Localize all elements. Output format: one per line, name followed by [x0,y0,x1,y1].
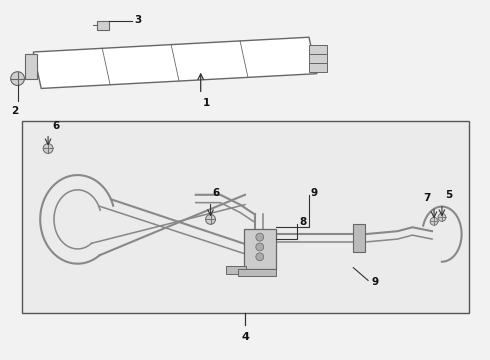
Bar [309,45,327,54]
Circle shape [438,213,446,221]
Polygon shape [33,37,317,89]
Bar [98,21,109,30]
Circle shape [256,253,264,261]
Text: 6: 6 [213,188,220,198]
Bar [25,54,37,78]
Bar [309,54,327,63]
Circle shape [430,217,438,225]
Text: 2: 2 [11,106,18,116]
Circle shape [43,144,53,153]
Bar [226,266,246,274]
Text: 6: 6 [52,121,59,131]
Text: 4: 4 [241,332,249,342]
Bar [244,229,275,269]
Text: 9: 9 [371,278,378,287]
Text: 1: 1 [203,98,210,108]
Circle shape [206,215,216,224]
Bar [238,269,275,276]
Text: 9: 9 [311,188,318,198]
Bar [353,224,365,252]
Bar [309,63,327,72]
Bar [22,121,469,313]
Text: 8: 8 [299,217,306,227]
Circle shape [11,72,24,85]
Circle shape [256,243,264,251]
Circle shape [256,233,264,241]
Text: 7: 7 [423,193,431,203]
Text: 3: 3 [135,14,142,24]
Text: 5: 5 [445,190,452,200]
